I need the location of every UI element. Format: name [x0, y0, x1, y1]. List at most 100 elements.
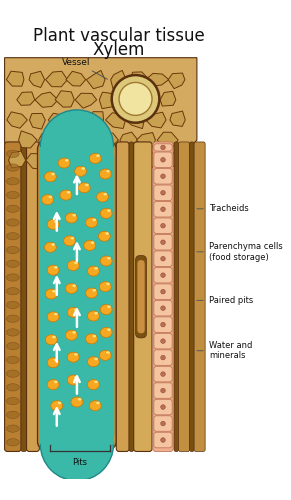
FancyBboxPatch shape [134, 142, 152, 452]
Ellipse shape [51, 172, 55, 176]
FancyBboxPatch shape [116, 142, 129, 452]
Circle shape [40, 408, 113, 481]
Ellipse shape [45, 242, 56, 252]
Ellipse shape [67, 352, 79, 362]
Polygon shape [29, 114, 45, 129]
Ellipse shape [81, 167, 85, 170]
FancyBboxPatch shape [154, 400, 172, 415]
Ellipse shape [6, 398, 19, 405]
Ellipse shape [6, 384, 19, 391]
Ellipse shape [52, 290, 56, 292]
Polygon shape [136, 132, 155, 148]
Ellipse shape [161, 322, 165, 327]
Polygon shape [117, 90, 134, 106]
Ellipse shape [106, 282, 110, 286]
Ellipse shape [161, 290, 165, 294]
Ellipse shape [161, 372, 165, 376]
Polygon shape [7, 112, 27, 128]
Ellipse shape [67, 191, 70, 194]
Ellipse shape [71, 397, 83, 407]
Ellipse shape [93, 334, 96, 338]
Polygon shape [67, 151, 87, 169]
Ellipse shape [6, 425, 19, 432]
Ellipse shape [6, 192, 19, 198]
Ellipse shape [54, 312, 58, 316]
Ellipse shape [47, 312, 59, 322]
Ellipse shape [45, 289, 57, 299]
Ellipse shape [45, 172, 56, 182]
Ellipse shape [88, 380, 99, 390]
Polygon shape [48, 113, 66, 128]
Ellipse shape [161, 240, 165, 244]
Ellipse shape [93, 218, 96, 221]
Ellipse shape [47, 380, 59, 390]
Polygon shape [35, 92, 58, 107]
FancyBboxPatch shape [5, 142, 21, 452]
Ellipse shape [94, 380, 98, 383]
Ellipse shape [6, 219, 19, 226]
Text: Parenchyma cells
(food storage): Parenchyma cells (food storage) [197, 242, 283, 262]
Polygon shape [86, 70, 105, 88]
Polygon shape [126, 152, 149, 169]
Circle shape [112, 75, 159, 122]
FancyBboxPatch shape [153, 142, 173, 452]
Polygon shape [17, 92, 35, 106]
Ellipse shape [161, 306, 165, 310]
FancyBboxPatch shape [154, 268, 172, 283]
Polygon shape [19, 131, 37, 148]
FancyBboxPatch shape [154, 144, 172, 151]
Polygon shape [146, 112, 166, 128]
Ellipse shape [54, 358, 58, 362]
Polygon shape [126, 110, 144, 128]
Ellipse shape [106, 170, 110, 172]
Ellipse shape [6, 356, 19, 364]
Ellipse shape [161, 174, 165, 178]
Ellipse shape [100, 208, 112, 218]
Ellipse shape [84, 240, 96, 250]
Ellipse shape [47, 220, 59, 230]
FancyBboxPatch shape [154, 383, 172, 398]
Ellipse shape [65, 159, 69, 162]
FancyBboxPatch shape [154, 202, 172, 217]
Ellipse shape [161, 405, 165, 409]
Ellipse shape [51, 400, 63, 410]
Polygon shape [26, 154, 45, 169]
Ellipse shape [105, 232, 109, 235]
FancyBboxPatch shape [40, 146, 113, 444]
Ellipse shape [42, 194, 54, 204]
Ellipse shape [6, 246, 19, 254]
Ellipse shape [6, 205, 19, 212]
Polygon shape [160, 92, 176, 106]
Ellipse shape [107, 328, 111, 331]
Ellipse shape [85, 184, 89, 186]
Ellipse shape [74, 262, 78, 264]
Ellipse shape [74, 166, 86, 176]
Ellipse shape [54, 380, 58, 383]
Ellipse shape [88, 356, 99, 367]
FancyBboxPatch shape [189, 142, 194, 452]
Polygon shape [109, 154, 127, 167]
Ellipse shape [94, 312, 98, 314]
Ellipse shape [6, 438, 19, 446]
Ellipse shape [97, 192, 109, 202]
Bar [39, 146, 114, 444]
Ellipse shape [60, 190, 72, 200]
Ellipse shape [54, 266, 58, 269]
Polygon shape [120, 132, 138, 146]
Ellipse shape [6, 302, 19, 308]
FancyBboxPatch shape [154, 284, 172, 300]
Ellipse shape [100, 328, 112, 338]
Ellipse shape [106, 351, 110, 354]
Ellipse shape [161, 438, 165, 442]
Ellipse shape [161, 339, 165, 344]
Polygon shape [105, 112, 125, 128]
Polygon shape [170, 111, 185, 126]
Polygon shape [6, 71, 24, 86]
Ellipse shape [94, 267, 98, 270]
Text: Pits: Pits [72, 458, 87, 467]
Polygon shape [140, 90, 158, 108]
FancyBboxPatch shape [154, 350, 172, 366]
Text: Plant vascular tissue: Plant vascular tissue [33, 28, 205, 46]
Ellipse shape [94, 358, 98, 360]
Ellipse shape [6, 315, 19, 322]
